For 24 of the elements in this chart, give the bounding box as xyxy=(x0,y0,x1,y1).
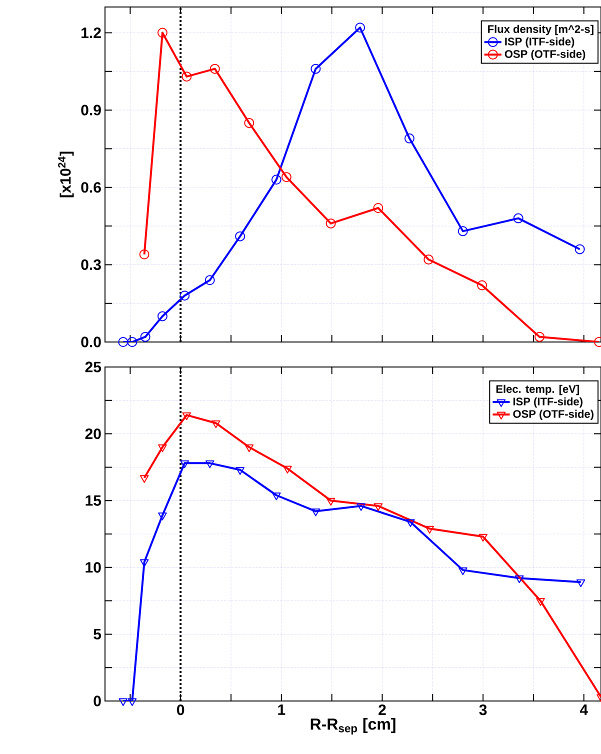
x-tick-label: 2 xyxy=(378,704,386,715)
y-tick-label: 0.3 xyxy=(81,259,101,270)
y-tick-label: 20 xyxy=(85,428,101,440)
x-tick-label: 0 xyxy=(177,704,184,716)
y-tick-label: 1.2 xyxy=(82,28,101,38)
y-tick-label: 10 xyxy=(86,562,101,573)
y-tick-label: 5 xyxy=(94,628,102,640)
y-axis-title: [x10$^{24}$] xyxy=(58,152,74,198)
y-tick-label: 15 xyxy=(86,495,102,506)
legend-label: OSP (OTF-side) xyxy=(513,410,594,420)
y-tick-label: 0 xyxy=(94,696,101,706)
legend-title: Elec. temp. [eV] xyxy=(496,384,579,396)
legend-label: OSP (OTF-side) xyxy=(504,50,586,60)
x-tick-label: 1 xyxy=(278,704,286,715)
legend-label: ISP (ITF-side) xyxy=(505,37,574,48)
legend-title: Flux density [m^2-s] xyxy=(488,24,594,36)
y-tick-label: 0.0 xyxy=(81,336,101,348)
legend-label: ISP (ITF-side) xyxy=(513,397,582,408)
x-tick-label: 4 xyxy=(580,704,588,715)
y-tick-label: 0.9 xyxy=(81,104,101,116)
x-tick-label: 3 xyxy=(479,704,487,716)
x-axis-title: R-R$_{sep}$ [cm] xyxy=(310,718,396,735)
y-tick-label: 0.6 xyxy=(81,182,101,193)
y-tick-label: 25 xyxy=(85,362,102,372)
